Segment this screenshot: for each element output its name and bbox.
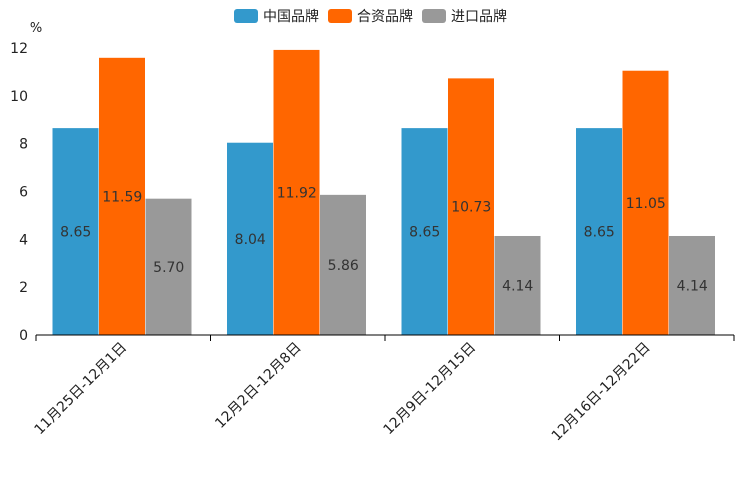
x-axis: 11月25日-12月1日 12月2日-12月8日 12月9日-12月15日 12月16…	[32, 334, 735, 445]
legend-label-1[interactable]: 合资品牌	[357, 8, 413, 25]
data-label: 11.59	[102, 189, 142, 205]
data-label: 8.65	[60, 225, 91, 241]
bar-0-3[interactable]	[576, 128, 622, 335]
y-unit-label: %	[30, 21, 42, 36]
bar-1-2[interactable]	[448, 78, 494, 335]
data-label: 4.14	[677, 278, 708, 294]
bar-0-0[interactable]	[52, 128, 99, 335]
bar-2-3[interactable]	[669, 235, 715, 335]
y-tick-label: 0	[19, 328, 28, 344]
bar-1-0[interactable]	[99, 57, 145, 335]
data-label: 5.86	[328, 258, 359, 274]
x-tick-label: 11月25日-12月1日	[32, 340, 131, 439]
bar-2-1[interactable]	[320, 194, 366, 335]
data-label: 11.92	[277, 185, 317, 201]
legend-label-2[interactable]: 进口品牌	[451, 8, 507, 25]
data-label: 5.70	[153, 260, 184, 276]
y-tick-label: 8	[19, 137, 28, 153]
legend-swatch-1[interactable]	[328, 9, 352, 23]
x-tick-label: 12月9日-12月15日	[381, 340, 480, 439]
y-tick-label: 4	[19, 232, 28, 248]
y-tick-label: 12	[10, 41, 28, 57]
y-tick-label: 6	[19, 185, 28, 201]
data-label: 10.73	[451, 200, 491, 216]
data-label: 8.65	[584, 225, 615, 241]
bars: 8.65 11.59 5.70 8.04 11.92 5.86 8.65 10.73 4.14 8…	[52, 49, 715, 336]
bar-1-1[interactable]	[273, 49, 320, 336]
data-label: 4.14	[502, 278, 533, 294]
bar-2-2[interactable]	[494, 235, 541, 335]
bar-0-2[interactable]	[401, 128, 448, 335]
data-label: 11.05	[626, 196, 666, 212]
x-tick-label: 12月16日-12月22日	[549, 340, 654, 445]
data-label: 8.04	[235, 232, 266, 248]
legend: 中国品牌 合资品牌 进口品牌	[234, 8, 507, 25]
legend-label-0[interactable]: 中国品牌	[263, 8, 319, 25]
x-tick-label: 12月2日-12月8日	[212, 340, 304, 432]
y-axis: 0 2 4 6 8 10 12	[10, 41, 28, 344]
bar-1-3[interactable]	[622, 70, 669, 336]
y-tick-label: 10	[10, 89, 28, 105]
legend-swatch-0[interactable]	[234, 9, 258, 23]
bar-0-1[interactable]	[227, 142, 273, 335]
bar-2-0[interactable]	[145, 198, 192, 335]
legend-swatch-2[interactable]	[422, 9, 446, 23]
data-label: 8.65	[409, 225, 440, 241]
y-tick-label: 2	[19, 280, 28, 296]
